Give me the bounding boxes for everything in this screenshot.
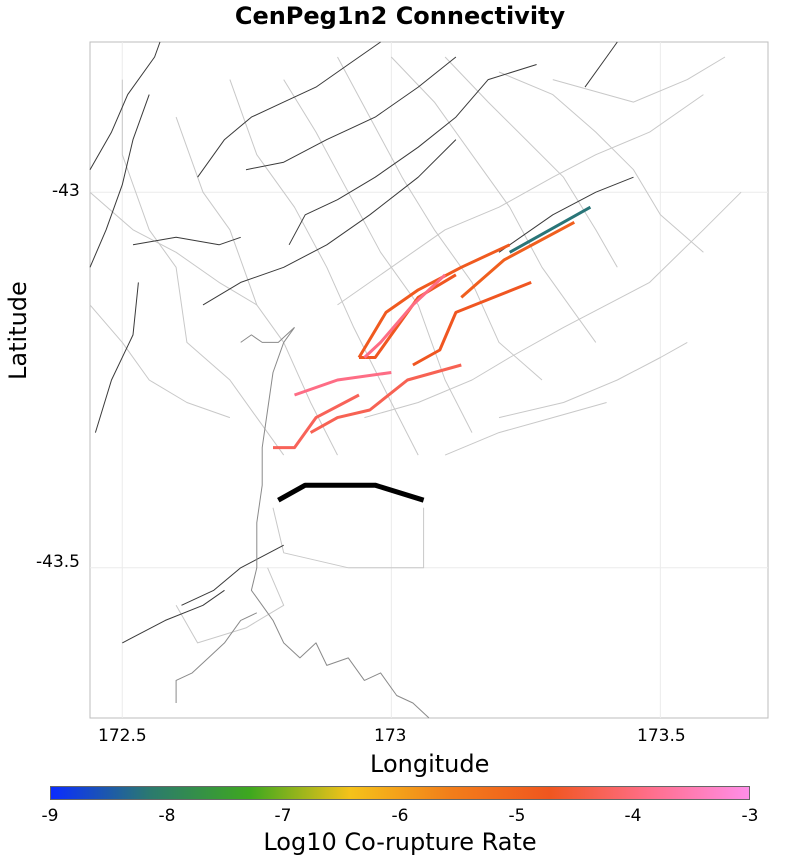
y-axis-label: Latitude (4, 281, 32, 380)
co-rupture-section (273, 393, 360, 450)
colorbar-tick: -4 (624, 806, 642, 826)
fault-section (444, 402, 607, 456)
fault-trace (181, 544, 284, 606)
fault-trace (89, 94, 150, 268)
fault-section (283, 79, 473, 433)
fault-section (229, 79, 419, 456)
colorbar-tick: -9 (41, 806, 59, 826)
fault-trace (122, 589, 225, 644)
fault-section (552, 56, 726, 103)
fault-trace (89, 41, 161, 170)
fault-trace (288, 64, 537, 246)
coastline-segment (175, 612, 258, 703)
fault-trace (197, 41, 381, 178)
co-rupture-section (460, 220, 576, 299)
x-tick-172.5: 172.5 (98, 726, 147, 746)
fault-section (444, 56, 618, 268)
fault-trace (584, 41, 618, 88)
fault-section (498, 71, 704, 253)
co-rupture-section (412, 281, 532, 367)
fault-section (272, 507, 425, 569)
co-rupture-section (363, 273, 447, 359)
fault-section (498, 341, 688, 419)
fault-section (175, 567, 285, 644)
x-axis-label: Longitude (370, 750, 490, 778)
co-rupture-sections (273, 205, 592, 450)
colorbar-tick: -7 (274, 806, 292, 826)
fault-trace (202, 139, 457, 306)
fault-trace (498, 176, 634, 253)
fault-section (364, 191, 742, 419)
fault-section (390, 56, 597, 343)
fault-section (89, 191, 258, 306)
co-rupture-section (357, 243, 511, 359)
fault-trace (94, 282, 139, 433)
fault-section (337, 56, 543, 381)
x-tick-173: 173 (374, 726, 407, 746)
coastline-segment (240, 327, 295, 343)
colorbar-tick: -5 (508, 806, 526, 826)
fault-traces (89, 41, 634, 644)
colorbar-tick: -8 (158, 806, 176, 826)
colorbar-tick: -6 (391, 806, 409, 826)
gridlines (90, 42, 768, 718)
colorbar (50, 786, 750, 800)
fault-trace (245, 56, 457, 171)
colorbar-label: Log10 Co-rupture Rate (263, 828, 537, 856)
y-tick-43: -43 (52, 181, 80, 201)
chart-title: CenPeg1n2 Connectivity (234, 2, 566, 30)
plot-frame (89, 41, 769, 719)
fault-trace (132, 236, 241, 246)
x-tick-173.5: 173.5 (637, 726, 686, 746)
coastline (175, 327, 430, 719)
coastline-segment (250, 327, 430, 719)
source-fault-trace (277, 482, 425, 503)
co-rupture-section (294, 371, 392, 397)
fault-section (89, 304, 231, 419)
source-fault (277, 482, 425, 503)
colorbar-tick: -3 (741, 806, 759, 826)
co-rupture-section (508, 205, 592, 254)
co-rupture-section (309, 363, 462, 434)
fault-section (337, 94, 704, 306)
y-tick-43.5: -43.5 (36, 552, 80, 572)
